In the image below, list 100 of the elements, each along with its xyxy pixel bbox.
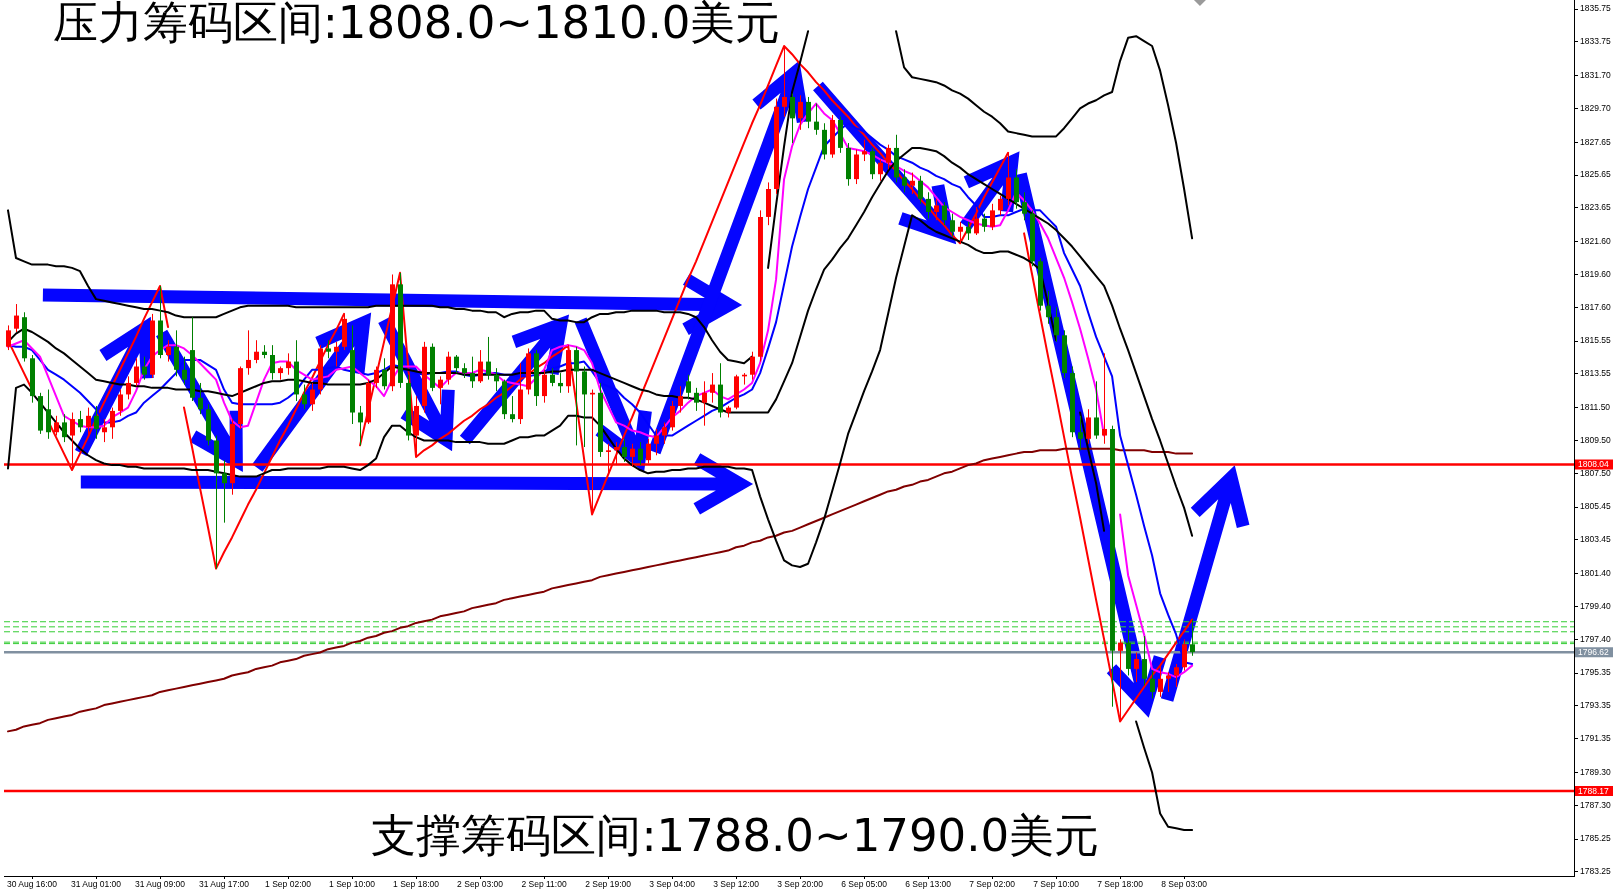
candlestick: [102, 418, 107, 443]
candlestick: [910, 172, 915, 195]
candlestick: [478, 349, 483, 384]
candlestick: [750, 351, 755, 381]
candlestick: [998, 195, 1003, 216]
candlestick: [174, 329, 179, 377]
candlestick: [542, 369, 547, 404]
candlestick: [166, 339, 171, 363]
x-tick-label: 1 Sep 18:00: [393, 879, 440, 890]
candlestick: [878, 158, 883, 182]
candlestick: [1102, 352, 1107, 445]
y-tick-label: 1831.70: [1580, 69, 1611, 80]
candlestick: [926, 191, 931, 220]
candlestick: [470, 356, 475, 389]
candlestick: [870, 147, 875, 180]
candlestick: [1054, 306, 1059, 343]
candlestick: [222, 459, 227, 524]
y-tick-label: 1791.35: [1580, 733, 1611, 744]
y-tick-label: 1807.50: [1580, 467, 1611, 478]
x-tick-label: 7 Sep 18:00: [1097, 879, 1144, 890]
candlestick: [574, 346, 579, 446]
candlestick: [966, 221, 971, 241]
y-tick-label: 1815.55: [1580, 335, 1611, 346]
x-tick-label: 31 Aug 09:00: [134, 879, 186, 890]
candlestick: [550, 367, 555, 387]
x-tick-label: 2 Sep 11:00: [521, 879, 567, 890]
y-tick-label: 1809.50: [1580, 434, 1611, 445]
candlestick: [142, 356, 147, 381]
candlestick: [638, 441, 643, 466]
x-tick-label: 1 Sep 02:00: [265, 879, 312, 890]
x-tick-label: 8 Sep 03:00: [1161, 879, 1208, 890]
y-tick-label: 1821.60: [1580, 235, 1611, 246]
y-tick-label: 1797.40: [1580, 633, 1611, 644]
y-tick-label: 1803.45: [1580, 534, 1611, 545]
x-tick-label: 2 Sep 03:00: [457, 879, 504, 890]
candlestick: [654, 428, 659, 456]
candlestick: [934, 198, 939, 221]
candlestick: [334, 341, 339, 368]
candlestick: [806, 96, 811, 129]
candlestick: [1190, 619, 1195, 657]
candlestick: [254, 339, 259, 364]
x-tick-label: 7 Sep 10:00: [1033, 879, 1080, 890]
candlestick: [326, 339, 331, 359]
candlestick: [302, 384, 307, 410]
candlestick: [1158, 665, 1163, 698]
candlestick: [702, 380, 707, 427]
y-tick-label: 1825.65: [1580, 169, 1611, 180]
candlestick: [1078, 415, 1083, 451]
candlestick: [182, 356, 187, 386]
ref-line-label: 1808.04: [1578, 459, 1609, 470]
candlestick: [446, 351, 451, 386]
candlestick: [494, 367, 499, 392]
candlestick: [454, 354, 459, 374]
y-tick-label: 1799.40: [1580, 600, 1611, 611]
y-tick-label: 1833.75: [1580, 36, 1611, 47]
candlestick: [1134, 651, 1139, 683]
x-tick-label: 6 Sep 13:00: [905, 879, 952, 890]
y-tick-label: 1793.35: [1580, 700, 1611, 711]
candlestick: [662, 421, 667, 445]
x-tick-label: 3 Sep 20:00: [777, 879, 824, 890]
candlestick: [974, 206, 979, 236]
candlestick: [990, 203, 995, 231]
y-tick-label: 1787.30: [1580, 799, 1611, 810]
candlestick: [1150, 670, 1155, 699]
x-tick-label: 6 Sep 05:00: [841, 879, 888, 890]
y-tick-label: 1835.75: [1580, 3, 1611, 14]
candlestick: [1182, 638, 1187, 672]
y-tick-label: 1813.55: [1580, 368, 1611, 379]
candlestick: [886, 144, 891, 170]
candlestick: [686, 374, 691, 400]
candlestick: [1174, 663, 1179, 688]
candlestick: [134, 357, 139, 387]
annotation: 支撑筹码区间:1788.0~1790.0美元: [371, 808, 1100, 862]
y-tick-label: 1823.65: [1580, 202, 1611, 213]
candlestick: [54, 415, 59, 437]
candlestick: [118, 389, 123, 417]
candlestick: [62, 413, 67, 443]
candlestick: [942, 201, 947, 226]
y-tick-label: 1785.25: [1580, 833, 1611, 844]
candlestick: [510, 395, 515, 423]
candlestick: [486, 336, 491, 381]
candlestick: [678, 385, 683, 414]
candlestick: [790, 93, 795, 144]
candlestick: [958, 221, 963, 244]
ref-line-label: 1796.62: [1578, 647, 1609, 657]
x-tick-label: 30 Aug 16:00: [6, 879, 58, 890]
candlestick: [582, 366, 587, 448]
candlestick: [270, 344, 275, 381]
candlestick: [918, 175, 923, 205]
y-tick-label: 1827.65: [1580, 136, 1611, 147]
x-tick-label: 3 Sep 12:00: [713, 879, 760, 890]
candlestick: [710, 372, 715, 404]
x-tick-label: 31 Aug 17:00: [198, 879, 250, 890]
candlestick: [902, 168, 907, 193]
candlestick: [46, 389, 51, 440]
candlestick: [1142, 635, 1147, 686]
candlestick: [78, 410, 83, 433]
candlestick: [1046, 290, 1051, 325]
candlestick: [358, 405, 363, 446]
candlestick: [1086, 408, 1091, 445]
